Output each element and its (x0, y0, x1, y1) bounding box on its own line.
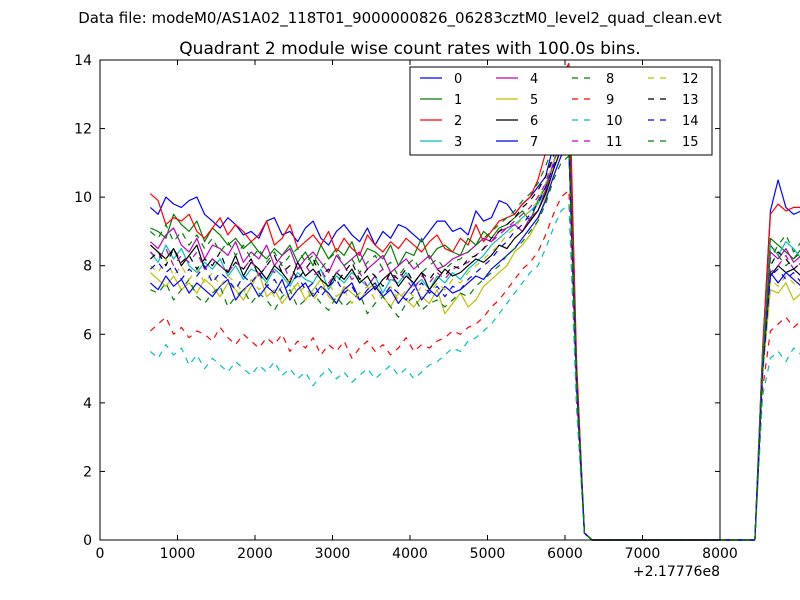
series-line-14 (150, 141, 800, 541)
x-tick-label: 8000 (702, 546, 738, 562)
x-tick-label: 7000 (625, 546, 661, 562)
y-tick-label: 8 (83, 259, 92, 275)
legend-label-11: 11 (606, 135, 623, 150)
legend-label-1: 1 (454, 93, 462, 108)
y-tick-label: 0 (83, 533, 92, 549)
y-tick-label: 10 (74, 190, 92, 206)
legend-label-7: 7 (530, 135, 538, 150)
legend-label-5: 5 (530, 93, 538, 108)
legend-label-14: 14 (682, 114, 699, 129)
y-tick-label: 2 (83, 464, 92, 480)
series-line-15 (149, 121, 800, 541)
series-line-8 (150, 155, 800, 541)
y-tick-label: 6 (83, 327, 92, 343)
legend-label-12: 12 (682, 72, 699, 87)
x-tick-label: 4000 (392, 546, 428, 562)
legend-label-6: 6 (530, 114, 538, 129)
legend-label-4: 4 (530, 72, 538, 87)
x-tick-label: 1000 (160, 546, 196, 562)
figure-suptitle: Data file: modeM0/AS1A02_118T01_90000008… (78, 9, 722, 28)
chart-title: Quadrant 2 module wise count rates with … (179, 39, 640, 59)
legend-frame (409, 66, 713, 156)
legend-label-13: 13 (682, 93, 699, 108)
legend-label-3: 3 (454, 135, 462, 150)
x-offset-label: +2.17776e8 (633, 564, 720, 580)
x-tick-label: 2000 (237, 546, 273, 562)
y-tick-label: 4 (83, 396, 92, 412)
legend-label-9: 9 (606, 93, 614, 108)
series-layer (149, 62, 800, 541)
legend-label-15: 15 (682, 135, 699, 150)
x-tick-label: 5000 (470, 546, 506, 562)
x-tick-label: 3000 (315, 546, 351, 562)
legend-label-2: 2 (454, 114, 462, 129)
series-line-13 (149, 128, 800, 541)
plot-frame (99, 59, 721, 541)
axes-layer: 0 1000 2000 3000 4000 5000 6000 7000 80000246810… (74, 53, 738, 562)
legend-label-10: 10 (606, 114, 623, 129)
legend-label-8: 8 (606, 72, 614, 87)
y-tick-label: 12 (74, 122, 92, 138)
x-tick-label: 6000 (547, 546, 583, 562)
legend-label-0: 0 (454, 72, 462, 87)
x-tick-label: 0 (96, 546, 105, 562)
y-tick-label: 14 (74, 53, 92, 69)
